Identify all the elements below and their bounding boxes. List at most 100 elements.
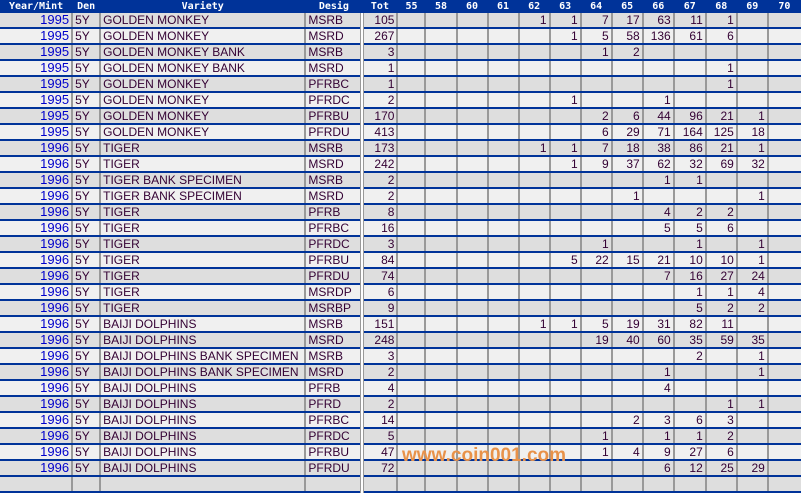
- column-header-67[interactable]: 67: [673, 0, 706, 13]
- desig-cell: PFRDU: [304, 268, 363, 285]
- year-link[interactable]: 1995: [0, 28, 73, 45]
- desig-cell: MSRD: [304, 332, 363, 349]
- grade-cell-66: [641, 236, 674, 253]
- grade-cell-60: [455, 124, 488, 141]
- column-header-61[interactable]: 61: [487, 0, 519, 13]
- year-link[interactable]: 1996: [0, 316, 73, 333]
- grade-cell-61: [486, 316, 519, 333]
- grade-cell-58: [424, 108, 457, 125]
- column-header-69[interactable]: 69: [736, 0, 768, 13]
- grade-cell-58: [424, 412, 457, 429]
- year-link[interactable]: 1995: [0, 92, 73, 109]
- grade-cell-65: [610, 348, 643, 365]
- grade-cell-63: [548, 348, 581, 365]
- column-header-desig[interactable]: Desig: [305, 0, 363, 13]
- year-link[interactable]: 1996: [0, 300, 73, 317]
- grade-cell-68: 69: [704, 156, 737, 173]
- year-link[interactable]: 1996: [0, 188, 73, 205]
- year-link[interactable]: 1996: [0, 204, 73, 221]
- grade-cell-65: [610, 364, 643, 381]
- grade-cell-62: [517, 124, 550, 141]
- grade-cell-60: [455, 428, 488, 445]
- grade-cell-70: [766, 268, 801, 285]
- total-cell: 16: [360, 220, 398, 237]
- year-link[interactable]: 1996: [0, 284, 73, 301]
- grade-cell-63: [548, 188, 581, 205]
- column-header-68[interactable]: 68: [705, 0, 737, 13]
- total-cell: 173: [360, 140, 398, 157]
- column-header-58[interactable]: 58: [425, 0, 457, 13]
- year-link[interactable]: 1995: [0, 44, 73, 61]
- grade-cell-65: 19: [610, 316, 643, 333]
- year-link[interactable]: 1995: [0, 76, 73, 93]
- column-header-variety[interactable]: Variety: [100, 0, 306, 13]
- grade-cell-64: 1: [579, 236, 612, 253]
- column-header-60[interactable]: 60: [456, 0, 488, 13]
- table-row: 1996 5Y BAIJI DOLPHINS PFRDU 72 6 12 25 29: [0, 460, 801, 477]
- year-link[interactable]: 1996: [0, 428, 73, 445]
- year-link[interactable]: 1996: [0, 140, 73, 157]
- variety-cell: BAIJI DOLPHINS BANK SPECIMEN: [99, 348, 306, 365]
- grade-cell-55: [396, 300, 426, 317]
- column-header-62[interactable]: 62: [518, 0, 550, 13]
- grade-cell-55: [396, 172, 426, 189]
- grade-cell-60: [455, 396, 488, 413]
- grade-cell-58: [424, 380, 457, 397]
- grade-cell-62: [517, 28, 550, 45]
- column-header-70[interactable]: 70: [767, 0, 801, 13]
- grade-cell-67: [672, 364, 706, 381]
- grade-cell-55: [396, 412, 426, 429]
- grade-cell-63: 1: [548, 316, 581, 333]
- variety-cell: BAIJI DOLPHINS: [99, 460, 306, 477]
- desig-cell: PFRB: [304, 380, 363, 397]
- grade-cell-67: 1: [672, 172, 706, 189]
- table-row: 1996 5Y BAIJI DOLPHINS MSRB 151 1 1 5 19 31 82 11: [0, 316, 801, 333]
- grade-cell-64: 6: [579, 124, 612, 141]
- empty-cell: [424, 476, 457, 493]
- grade-cell-65: 4: [610, 444, 643, 461]
- year-link[interactable]: 1995: [0, 13, 73, 29]
- column-header-63[interactable]: 63: [549, 0, 581, 13]
- grade-cell-64: [579, 172, 612, 189]
- year-link[interactable]: 1996: [0, 332, 73, 349]
- desig-cell: PFRD: [304, 396, 363, 413]
- column-header-den[interactable]: Den: [72, 0, 101, 13]
- column-header-year-mint[interactable]: Year/Mint: [0, 0, 73, 13]
- year-link[interactable]: 1995: [0, 124, 73, 141]
- year-link[interactable]: 1996: [0, 348, 73, 365]
- year-link[interactable]: 1996: [0, 396, 73, 413]
- grade-cell-68: [704, 236, 737, 253]
- year-link[interactable]: 1996: [0, 444, 73, 461]
- grade-cell-68: 21: [704, 108, 737, 125]
- year-link[interactable]: 1996: [0, 460, 73, 477]
- total-cell: 2: [360, 364, 398, 381]
- column-header-55[interactable]: 55: [397, 0, 426, 13]
- year-link[interactable]: 1996: [0, 252, 73, 269]
- column-header-tot[interactable]: Tot: [362, 0, 398, 13]
- year-link[interactable]: 1996: [0, 412, 73, 429]
- grade-cell-62: [517, 444, 550, 461]
- year-link[interactable]: 1996: [0, 220, 73, 237]
- column-header-65[interactable]: 65: [611, 0, 643, 13]
- year-link[interactable]: 1996: [0, 380, 73, 397]
- year-link[interactable]: 1995: [0, 60, 73, 77]
- column-header-64[interactable]: 64: [580, 0, 612, 13]
- year-link[interactable]: 1996: [0, 268, 73, 285]
- year-link[interactable]: 1996: [0, 172, 73, 189]
- grade-cell-60: [455, 220, 488, 237]
- grade-cell-61: [486, 156, 519, 173]
- grade-cell-69: [735, 92, 768, 109]
- grade-cell-55: [396, 396, 426, 413]
- column-header-66[interactable]: 66: [642, 0, 674, 13]
- header-row: Year/Mint Den Variety Desig Tot 55 58 60 61 62 63 6…: [0, 0, 801, 13]
- year-link[interactable]: 1995: [0, 108, 73, 125]
- grade-cell-63: [548, 60, 581, 77]
- grade-cell-60: [455, 348, 488, 365]
- year-link[interactable]: 1996: [0, 364, 73, 381]
- grade-cell-70: [766, 124, 801, 141]
- year-link[interactable]: 1996: [0, 156, 73, 173]
- den-cell: 5Y: [71, 156, 101, 173]
- year-link[interactable]: 1996: [0, 236, 73, 253]
- table-row: 1996 5Y TIGER MSRD 242 1 9 37 62 32 69 32: [0, 156, 801, 173]
- grade-cell-70: [766, 140, 801, 157]
